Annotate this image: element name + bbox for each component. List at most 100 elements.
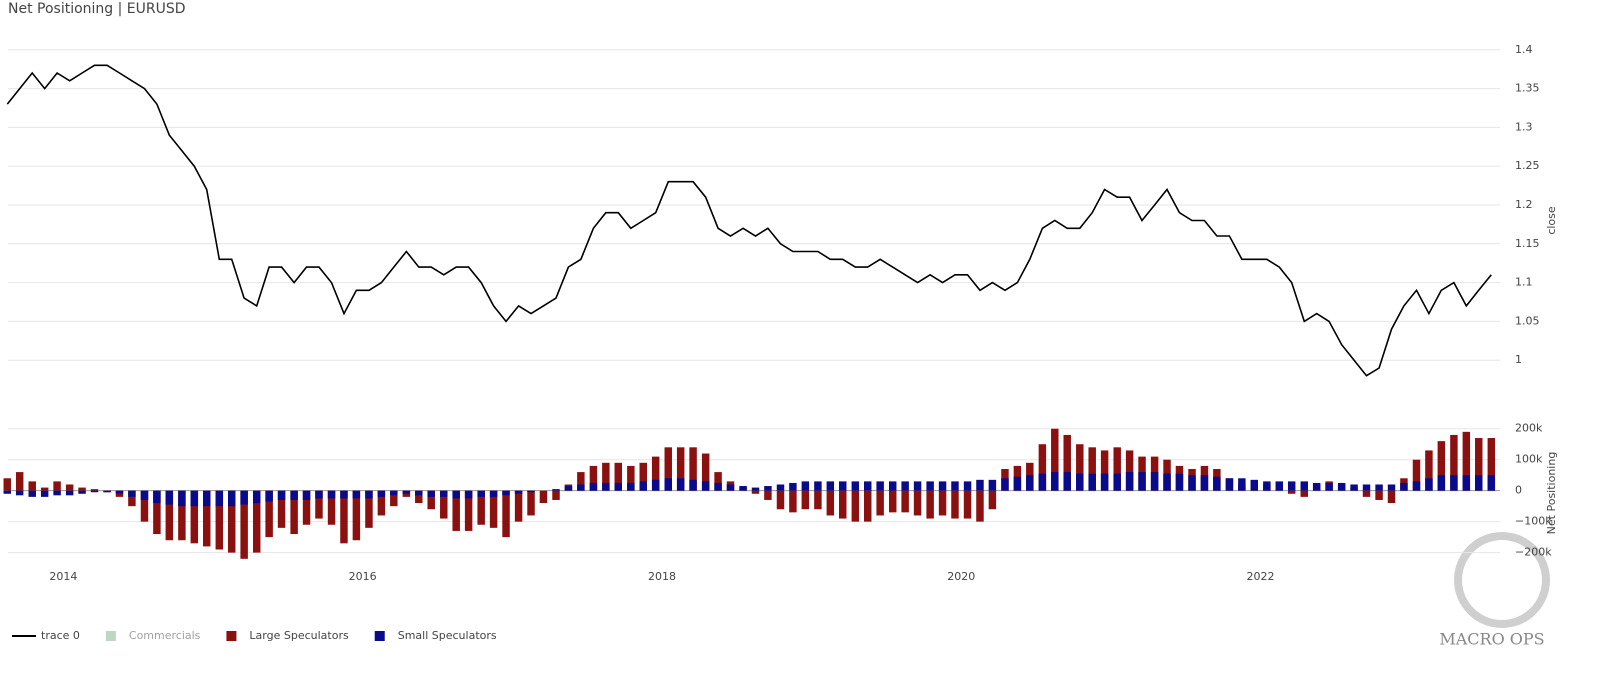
bar bbox=[240, 490, 248, 559]
bar bbox=[15, 490, 24, 496]
bar bbox=[1125, 450, 1134, 491]
bar bbox=[951, 490, 959, 519]
bar bbox=[1063, 434, 1071, 491]
bar bbox=[751, 487, 760, 491]
bar bbox=[602, 482, 610, 491]
bar bbox=[1163, 473, 1171, 491]
bar bbox=[839, 490, 847, 519]
bar bbox=[140, 490, 149, 522]
x-tick-label: 2020 bbox=[947, 570, 975, 583]
bar bbox=[1425, 478, 1433, 491]
bar bbox=[1350, 484, 1358, 491]
bar bbox=[203, 490, 211, 547]
bar bbox=[415, 490, 423, 496]
bar bbox=[627, 465, 635, 491]
legend-item: Small Speculators bbox=[374, 629, 497, 642]
bar bbox=[340, 490, 348, 544]
bar bbox=[751, 490, 760, 494]
bar bbox=[1026, 475, 1034, 491]
bar bbox=[1312, 482, 1321, 491]
bar bbox=[988, 479, 997, 491]
bar bbox=[40, 487, 49, 491]
legend-swatch bbox=[374, 631, 385, 641]
bar bbox=[128, 490, 136, 507]
bar bbox=[639, 462, 647, 491]
y-axis-title: Net Positioning bbox=[1545, 452, 1558, 535]
bar bbox=[602, 462, 610, 491]
bar bbox=[627, 482, 635, 491]
bar bbox=[776, 490, 785, 510]
y-tick-label: −200k bbox=[1515, 546, 1552, 559]
bar bbox=[864, 481, 872, 491]
bar bbox=[252, 490, 261, 504]
bar bbox=[489, 490, 498, 497]
bar bbox=[676, 478, 685, 491]
bar bbox=[1425, 450, 1433, 491]
bar bbox=[415, 490, 423, 504]
bar bbox=[1113, 473, 1121, 491]
price-line bbox=[6, 64, 1492, 377]
bar bbox=[502, 490, 510, 538]
bar bbox=[1437, 441, 1446, 491]
bar bbox=[1375, 484, 1383, 491]
bar bbox=[315, 490, 323, 499]
bar bbox=[290, 490, 298, 535]
bar bbox=[726, 484, 735, 491]
bar bbox=[103, 490, 111, 493]
bar bbox=[3, 478, 11, 491]
bar bbox=[1213, 476, 1221, 491]
bar bbox=[676, 447, 685, 491]
bar bbox=[1412, 481, 1421, 491]
bar bbox=[764, 486, 772, 491]
bar bbox=[851, 490, 860, 522]
bar bbox=[888, 490, 897, 513]
chart-title: Net Positioning | EURUSD bbox=[8, 1, 186, 17]
bar bbox=[577, 472, 585, 491]
bar bbox=[240, 490, 248, 505]
bar bbox=[65, 484, 74, 491]
bar bbox=[514, 490, 523, 522]
bar bbox=[340, 490, 348, 499]
bar bbox=[901, 490, 909, 513]
bar bbox=[1063, 472, 1071, 491]
bar bbox=[327, 490, 336, 499]
bar bbox=[589, 465, 598, 491]
bar bbox=[552, 490, 560, 500]
bar bbox=[477, 490, 485, 497]
bar bbox=[689, 479, 697, 491]
bar bbox=[701, 453, 710, 491]
bar bbox=[440, 490, 448, 519]
bar bbox=[390, 490, 398, 507]
bar bbox=[90, 489, 99, 491]
bar bbox=[440, 490, 448, 497]
y-tick-label: 100k bbox=[1515, 453, 1543, 466]
bar bbox=[365, 490, 373, 499]
bar bbox=[290, 490, 298, 500]
bar bbox=[352, 490, 361, 541]
bar bbox=[527, 490, 535, 493]
legend-swatch bbox=[226, 631, 237, 641]
bar bbox=[1450, 434, 1458, 491]
bar bbox=[178, 490, 186, 507]
bar bbox=[302, 490, 311, 525]
bar bbox=[1275, 481, 1283, 491]
bar bbox=[1300, 490, 1308, 497]
y-tick-label: 1.35 bbox=[1515, 82, 1540, 95]
bar bbox=[1113, 447, 1121, 491]
bar bbox=[28, 481, 36, 491]
bar bbox=[365, 490, 373, 528]
bar bbox=[664, 447, 672, 491]
bar bbox=[190, 490, 199, 544]
bar bbox=[951, 481, 959, 491]
bar bbox=[40, 490, 49, 497]
bar bbox=[963, 490, 972, 519]
y-tick-label: 1.15 bbox=[1515, 237, 1540, 250]
bar bbox=[552, 489, 560, 491]
bar bbox=[265, 490, 273, 538]
bar bbox=[452, 490, 460, 499]
logo-ring bbox=[1454, 532, 1550, 628]
legend-label: Commercials bbox=[129, 629, 201, 642]
bar bbox=[988, 490, 997, 510]
bar bbox=[1076, 473, 1084, 491]
